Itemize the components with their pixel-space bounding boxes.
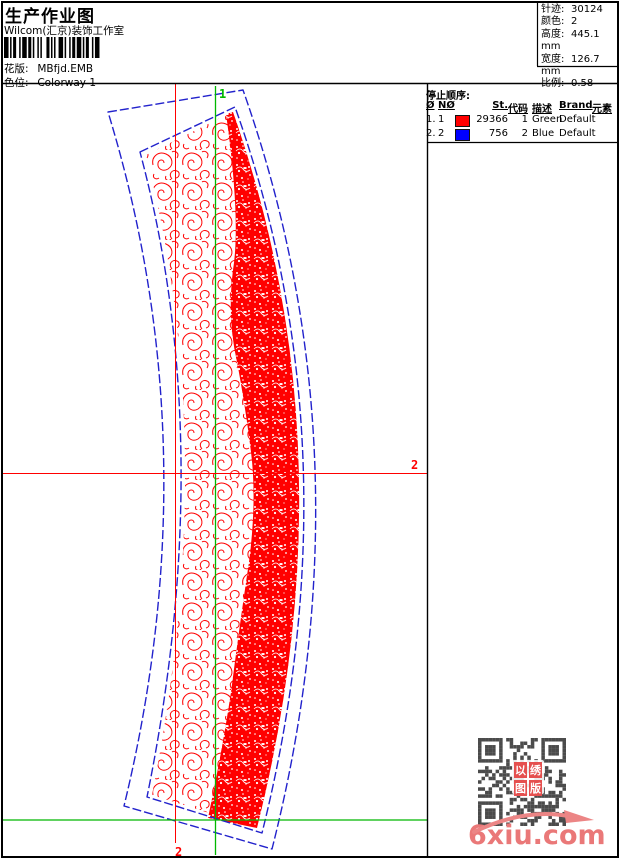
colors-label: 颜色: xyxy=(541,16,565,28)
studio-name: Wilcom(汇京)装饰工作室 xyxy=(4,25,125,37)
row-stitches: 29366 xyxy=(476,114,508,125)
pattern-file-value: MBfjd.EMB xyxy=(37,63,94,75)
col-element: 元素 xyxy=(592,104,612,115)
colorway-value: Colorway 1 xyxy=(37,77,97,89)
row-desc: Green xyxy=(532,114,563,125)
stitches-row: 针迹: 30124 xyxy=(541,4,617,16)
row-index: 2. xyxy=(426,128,436,139)
end-bottom-marker-label: 2 xyxy=(175,845,182,859)
width-value: 126.7 mm xyxy=(541,53,600,78)
stamp-char: 以 xyxy=(514,762,527,778)
table-row: 2. 2 756 2 Blue Default xyxy=(426,128,618,141)
stamp-char: 图 xyxy=(514,780,527,796)
band-outer-outline xyxy=(107,89,317,850)
stamp-char: 绣 xyxy=(529,762,542,778)
col-needle: NØ xyxy=(438,100,455,111)
red-stamp: 以 绣 图 版 xyxy=(512,760,544,796)
design-info-box: 针迹: 30124 颜色: 2 高度: 445.1 mm 宽度: 126.7 mm 比例… xyxy=(541,4,617,91)
start-marker-label: 1 xyxy=(219,87,226,101)
stitches-label: 针迹: xyxy=(541,4,565,15)
row-desc: Blue xyxy=(532,128,555,139)
barcode xyxy=(4,37,100,58)
row-stitches: 756 xyxy=(488,128,508,139)
height-value: 445.1 mm xyxy=(541,28,600,53)
swatch-blue xyxy=(455,129,470,141)
stop-sequence-header-row: Ø NØ St. 代码 描述 Brand 元素 xyxy=(426,100,618,115)
stitches-value: 30124 xyxy=(571,4,603,15)
scale-label: 比例: xyxy=(541,78,565,90)
row-needle: 1 xyxy=(438,114,445,125)
col-stitches: St. xyxy=(492,100,508,111)
band-inner-outline xyxy=(139,106,305,834)
colorway-label: 色位: xyxy=(4,77,29,89)
col-description: 描述 xyxy=(532,104,552,115)
col-hash: Ø xyxy=(426,100,435,111)
stop-sequence-table: 停止顺序: Ø NØ St. 代码 描述 Brand 元素 1. 1 29366… xyxy=(426,87,618,142)
col-code: 代码 xyxy=(508,104,528,115)
embroidery-fill-dense xyxy=(208,112,300,828)
colorway-field: 色位: Colorway 1 xyxy=(4,75,96,90)
swatch-red xyxy=(455,115,470,127)
row-index: 1. xyxy=(426,114,436,125)
colors-value: 2 xyxy=(571,16,578,28)
color-swatch xyxy=(455,114,470,127)
row-brand: Default xyxy=(559,114,596,125)
scale-row: 比例: 0.58 xyxy=(541,78,617,90)
page-title: 生产作业图 xyxy=(5,7,95,27)
pattern-file-field: 花版: MBfjd.EMB xyxy=(4,61,93,76)
width-row: 宽度: 126.7 mm xyxy=(541,54,617,79)
pattern-file-label: 花版: xyxy=(4,63,29,75)
colors-row: 颜色: 2 xyxy=(541,16,617,28)
stamp-char: 版 xyxy=(529,780,542,796)
width-label: 宽度: xyxy=(541,53,565,65)
scale-value: 0.58 xyxy=(571,78,594,90)
height-label: 高度: xyxy=(541,28,565,40)
stop-sequence-title: 停止顺序: xyxy=(426,91,470,102)
height-row: 高度: 445.1 mm xyxy=(541,29,617,54)
col-brand: Brand xyxy=(559,100,593,111)
table-row: 1. 1 29366 1 Green Default xyxy=(426,114,618,127)
axis-right-marker-label: 2 xyxy=(411,458,418,472)
row-code: 2 xyxy=(521,128,528,139)
row-brand: Default xyxy=(559,128,596,139)
row-needle: 2 xyxy=(438,128,445,139)
row-code: 1 xyxy=(521,114,528,125)
watermark-swoosh xyxy=(472,810,594,834)
color-swatch xyxy=(455,128,470,141)
